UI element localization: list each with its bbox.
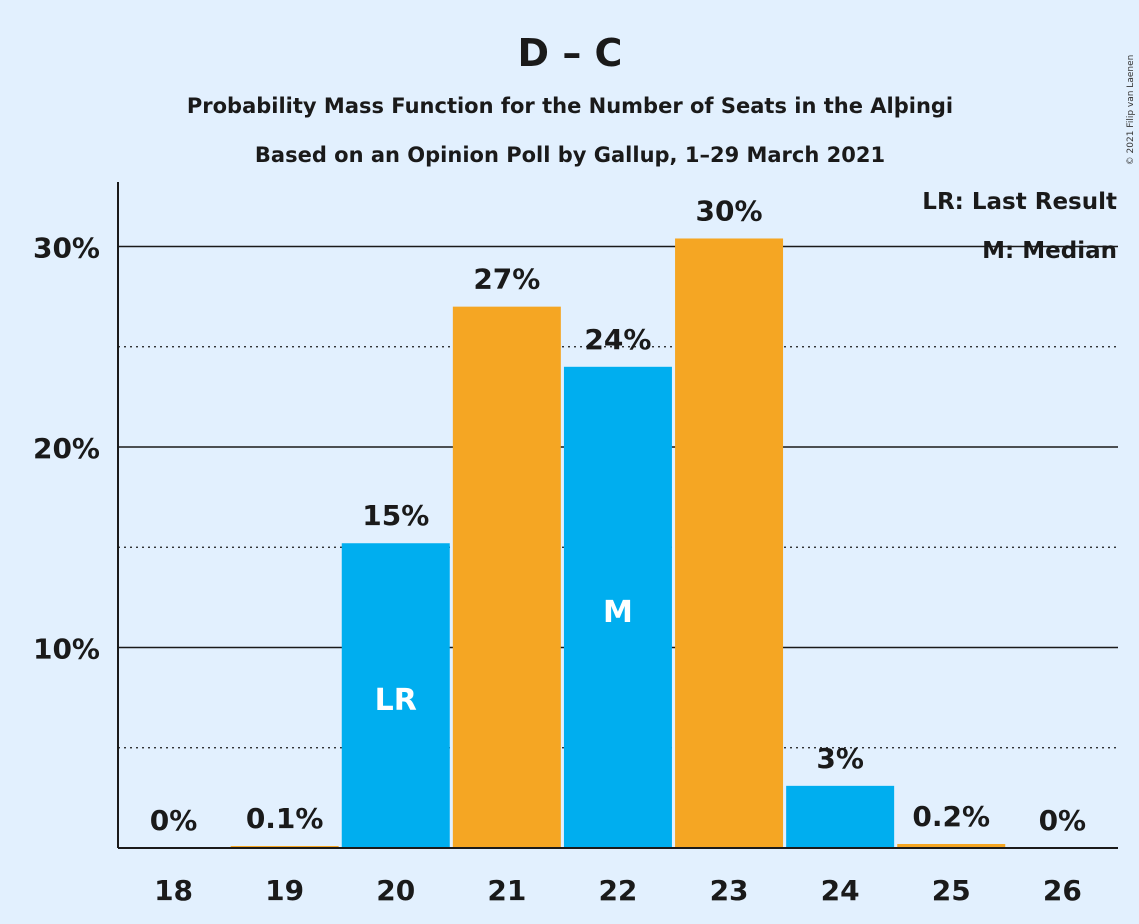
- x-tick-label: 22: [598, 874, 637, 907]
- chart-title: D – C: [518, 31, 623, 75]
- x-tick-label: 19: [265, 874, 304, 907]
- bar-value-label: 0%: [150, 804, 198, 837]
- x-tick-label: 26: [1043, 874, 1082, 907]
- bar-value-label: 30%: [696, 194, 763, 227]
- bar-value-label: 3%: [816, 742, 864, 775]
- chart-subtitle-poll: Based on an Opinion Poll by Gallup, 1–29…: [255, 143, 885, 167]
- x-tick-label: 20: [376, 874, 415, 907]
- y-tick-label: 20%: [33, 432, 100, 465]
- bar-inner-label: LR: [375, 683, 417, 718]
- bar-value-label: 0.1%: [246, 802, 324, 835]
- x-tick-label: 18: [154, 874, 193, 907]
- value-labels: 0% 0.1% 15% LR 27% 24% M 30% 3% 0.2% 0%: [150, 194, 1086, 837]
- bar-inner-label: M: [603, 595, 633, 630]
- legend-median: M: Median: [982, 238, 1117, 264]
- x-tick-label: 23: [710, 874, 749, 907]
- bar: [675, 238, 784, 849]
- bar: [897, 843, 1006, 848]
- bar: [341, 543, 450, 848]
- bar-value-label: 0%: [1039, 804, 1087, 837]
- bar: [563, 366, 672, 848]
- bar: [452, 306, 561, 848]
- bar: [786, 785, 895, 848]
- x-tick-label: 25: [932, 874, 971, 907]
- copyright-notice: © 2021 Filip van Laenen: [1126, 55, 1136, 166]
- bar-value-label: 27%: [473, 263, 540, 296]
- bar-value-label: 15%: [362, 499, 429, 532]
- chart-subtitle: Probability Mass Function for the Number…: [187, 94, 953, 118]
- bar: [230, 845, 339, 848]
- bar-value-label: 0.2%: [912, 800, 990, 833]
- bars: [230, 238, 1006, 849]
- legend-last-result: LR: Last Result: [922, 189, 1117, 215]
- x-tick-label: 24: [821, 874, 860, 907]
- x-tick-label: 21: [487, 874, 526, 907]
- y-tick-label: 10%: [33, 633, 100, 666]
- y-tick-label: 30%: [33, 232, 100, 265]
- bar-value-label: 24%: [584, 323, 651, 356]
- axis-labels: 10% 20% 30% 18 19 20 21 22 23 24 25 26: [33, 232, 1082, 908]
